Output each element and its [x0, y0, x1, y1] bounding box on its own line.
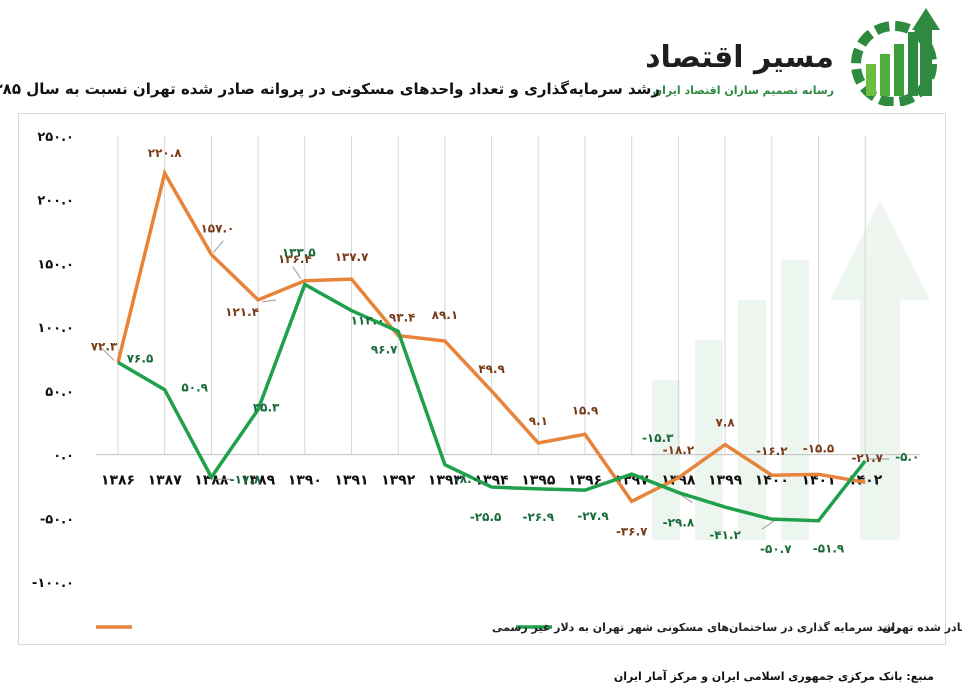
- data-label: ۷.۸: [715, 416, 735, 430]
- data-label: ۱۵.۹: [572, 403, 599, 417]
- data-label: -۱۵.۵: [803, 441, 835, 455]
- logo: مسیر اقتصاد رسانه تصمیم سازان اقتصاد ایر…: [645, 6, 944, 106]
- x-tick-label: ۱۳۸۷: [148, 473, 183, 489]
- x-tick-label: ۱۳۹۹: [708, 473, 743, 489]
- chart-title: رشد سرمایه‌گذاری و تعداد واحدهای مسکونی …: [0, 80, 660, 98]
- y-tick-label: -۱۰۰.۰: [32, 576, 74, 591]
- data-label: -۲۶.۹: [523, 510, 555, 524]
- y-tick-label: ۰.۰: [53, 449, 74, 464]
- legend-label: رشد تعداد واحدهای مسکونی شهری در پروانه‌…: [882, 621, 962, 634]
- y-tick-label: ۲۵۰.۰: [37, 130, 74, 145]
- data-label: ۹.۱: [529, 414, 548, 428]
- logo-name: مسیر اقتصاد: [645, 40, 834, 75]
- legend-label: رشد سرمایه گذاری در ساختمان‌های مسکونی ش…: [492, 621, 900, 634]
- data-label: ۹۶.۷: [371, 342, 398, 356]
- data-label: -۱۶.۲: [756, 444, 788, 458]
- data-label: ۱۳۶.۴: [278, 252, 312, 266]
- data-label: -۲۱.۷: [851, 451, 883, 465]
- label-leader-line: [262, 299, 277, 303]
- data-label: -۱۵.۳: [642, 431, 674, 445]
- series-line-units: [117, 281, 867, 523]
- data-label: -۴۱.۲: [709, 528, 741, 542]
- x-tick-label: ۱۳۹۶: [568, 473, 602, 489]
- data-label: ۱۳۷.۷: [335, 250, 370, 264]
- data-label: -۲۹.۸: [663, 516, 695, 530]
- label-leader-line: [680, 494, 693, 503]
- x-tick-label: ۱۳۹۱: [334, 473, 368, 489]
- label-leader-line: [101, 348, 115, 361]
- logo-tagline: رسانه تصمیم سازان اقتصاد ایران: [652, 84, 834, 97]
- x-tick-label: ۱۳۹۲: [381, 473, 416, 489]
- rising-bars-gear-icon: [851, 8, 940, 106]
- y-tick-label: ۱۵۰.۰: [37, 257, 74, 272]
- data-label: ۹۳.۴: [389, 311, 416, 325]
- data-label: -۲۷.۹: [577, 509, 609, 523]
- chart-frame: [18, 113, 946, 645]
- data-label: -۱۷.۸: [230, 472, 262, 486]
- data-label: ۱۵۷.۰: [200, 222, 234, 236]
- x-tick-label: ۱۳۸۸: [194, 473, 229, 489]
- source-note: منبع: بانک مرکزی جمهوری اسلامی ایران و م…: [613, 670, 934, 683]
- x-tick-label: ۱۳۸۶: [101, 473, 135, 489]
- label-leader-line: [213, 240, 224, 253]
- data-label: -۵۰.۷: [760, 542, 792, 556]
- x-tick-label: ۱۳۹۳: [428, 473, 463, 489]
- x-tick-label: ۱۳۹۵: [521, 473, 556, 489]
- data-label: ۱۱۳.۰: [351, 314, 385, 328]
- data-label: -۲۵.۵: [470, 510, 502, 524]
- label-leader-line: [292, 266, 302, 280]
- data-label: ۷۲.۳: [91, 339, 118, 353]
- watermark: [652, 200, 930, 540]
- data-label: ۱۲۱.۴: [225, 305, 259, 319]
- data-label: ۴۹.۹: [478, 362, 505, 376]
- y-tick-label: ۵۰.۰: [45, 385, 74, 400]
- data-label: -۵۱.۹: [813, 542, 845, 556]
- data-label: ۲۲۰.۸: [148, 146, 183, 160]
- data-label: ۸۹.۱: [432, 308, 459, 322]
- label-leader-line: [761, 520, 775, 530]
- y-tick-label: ۱۰۰.۰: [37, 321, 74, 336]
- data-label: -۱۸.۲: [663, 443, 695, 457]
- x-tick-label: ۱۳۸۹: [241, 473, 276, 489]
- y-tick-label: -۵۰.۰: [40, 512, 74, 527]
- data-label: -۳۶.۷: [616, 524, 648, 538]
- data-label: ۱۳۳.۵: [282, 245, 316, 259]
- x-tick-label: ۱۳۹۰: [288, 473, 322, 489]
- data-label: -۸.۰: [455, 472, 479, 486]
- data-label: ۵۰.۹: [181, 381, 208, 395]
- data-label: -۵.۰: [895, 450, 919, 464]
- data-label: ۷۶.۵: [127, 351, 154, 365]
- y-tick-label: ۲۰۰.۰: [37, 194, 74, 209]
- series-line-investment: [116, 168, 866, 504]
- x-tick-label: ۱۳۹۸: [661, 473, 696, 489]
- data-label: ۳۵.۳: [253, 401, 280, 415]
